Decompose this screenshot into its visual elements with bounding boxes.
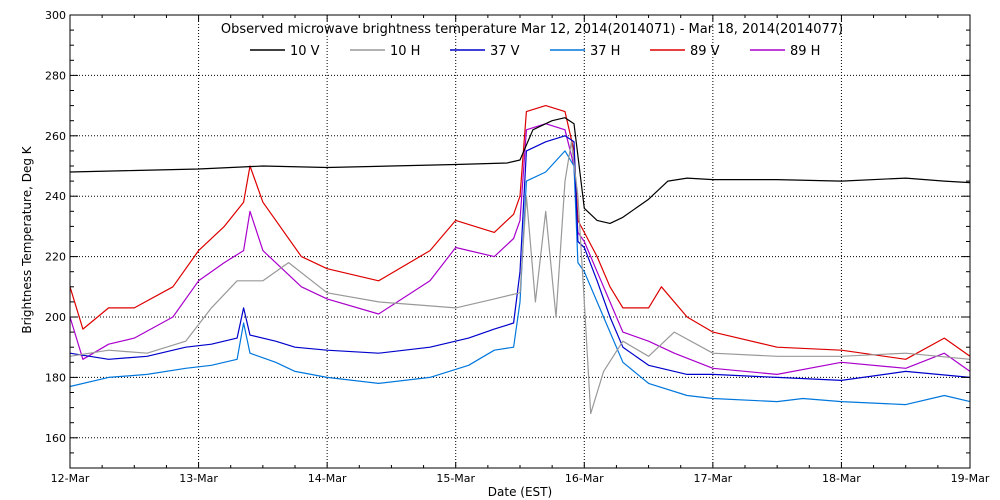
y-axis-title: Brightness Temperature, Deg K — [20, 145, 34, 333]
y-tick-label: 280 — [45, 69, 66, 82]
x-tick-label: 13-Mar — [179, 472, 218, 485]
series-line-89-h — [69, 123, 971, 375]
legend-label: 10 V — [290, 44, 320, 59]
y-tick-label: 180 — [45, 371, 66, 384]
y-tick-label: 260 — [45, 130, 66, 143]
grid-lines — [70, 15, 970, 468]
x-tick-label: 19-Mar — [951, 472, 990, 485]
legend-label: 10 H — [390, 44, 420, 59]
y-tick-label: 240 — [45, 190, 66, 203]
x-tick-label: 12-Mar — [51, 472, 90, 485]
series-lines — [69, 104, 971, 415]
series-line-89-v — [69, 104, 971, 360]
x-tick-label: 14-Mar — [308, 472, 347, 485]
x-tick-label: 17-Mar — [693, 472, 732, 485]
y-tick-label: 300 — [45, 9, 66, 22]
legend-label: 89 V — [690, 44, 720, 59]
plot-frame — [69, 14, 971, 469]
series-line-10-v — [69, 117, 971, 224]
y-tick-label: 220 — [45, 251, 66, 264]
legend-label: 37 V — [490, 44, 520, 59]
legend-label: 89 H — [790, 44, 820, 59]
series-line-37-v — [69, 135, 971, 381]
series-line-37-h — [69, 150, 971, 406]
y-tick-label: 160 — [45, 432, 66, 445]
chart-title: Observed microwave brightness temperatur… — [221, 22, 843, 37]
x-tick-label: 16-Mar — [565, 472, 604, 485]
x-axis-title: Date (EST) — [488, 485, 552, 499]
y-tick-label: 200 — [45, 311, 66, 324]
x-tick-label: 18-Mar — [822, 472, 861, 485]
x-tick-label: 15-Mar — [436, 472, 475, 485]
legend-label: 37 H — [590, 44, 620, 59]
axis-ticks: 12-Mar 13-Mar 14-Mar 15-Mar 16-Mar 17-Mar 18-M… — [45, 9, 990, 485]
series-line-10-h — [69, 141, 971, 415]
legend: 10 V 10 H 37 V 37 H 89 V 89 H — [250, 44, 820, 59]
